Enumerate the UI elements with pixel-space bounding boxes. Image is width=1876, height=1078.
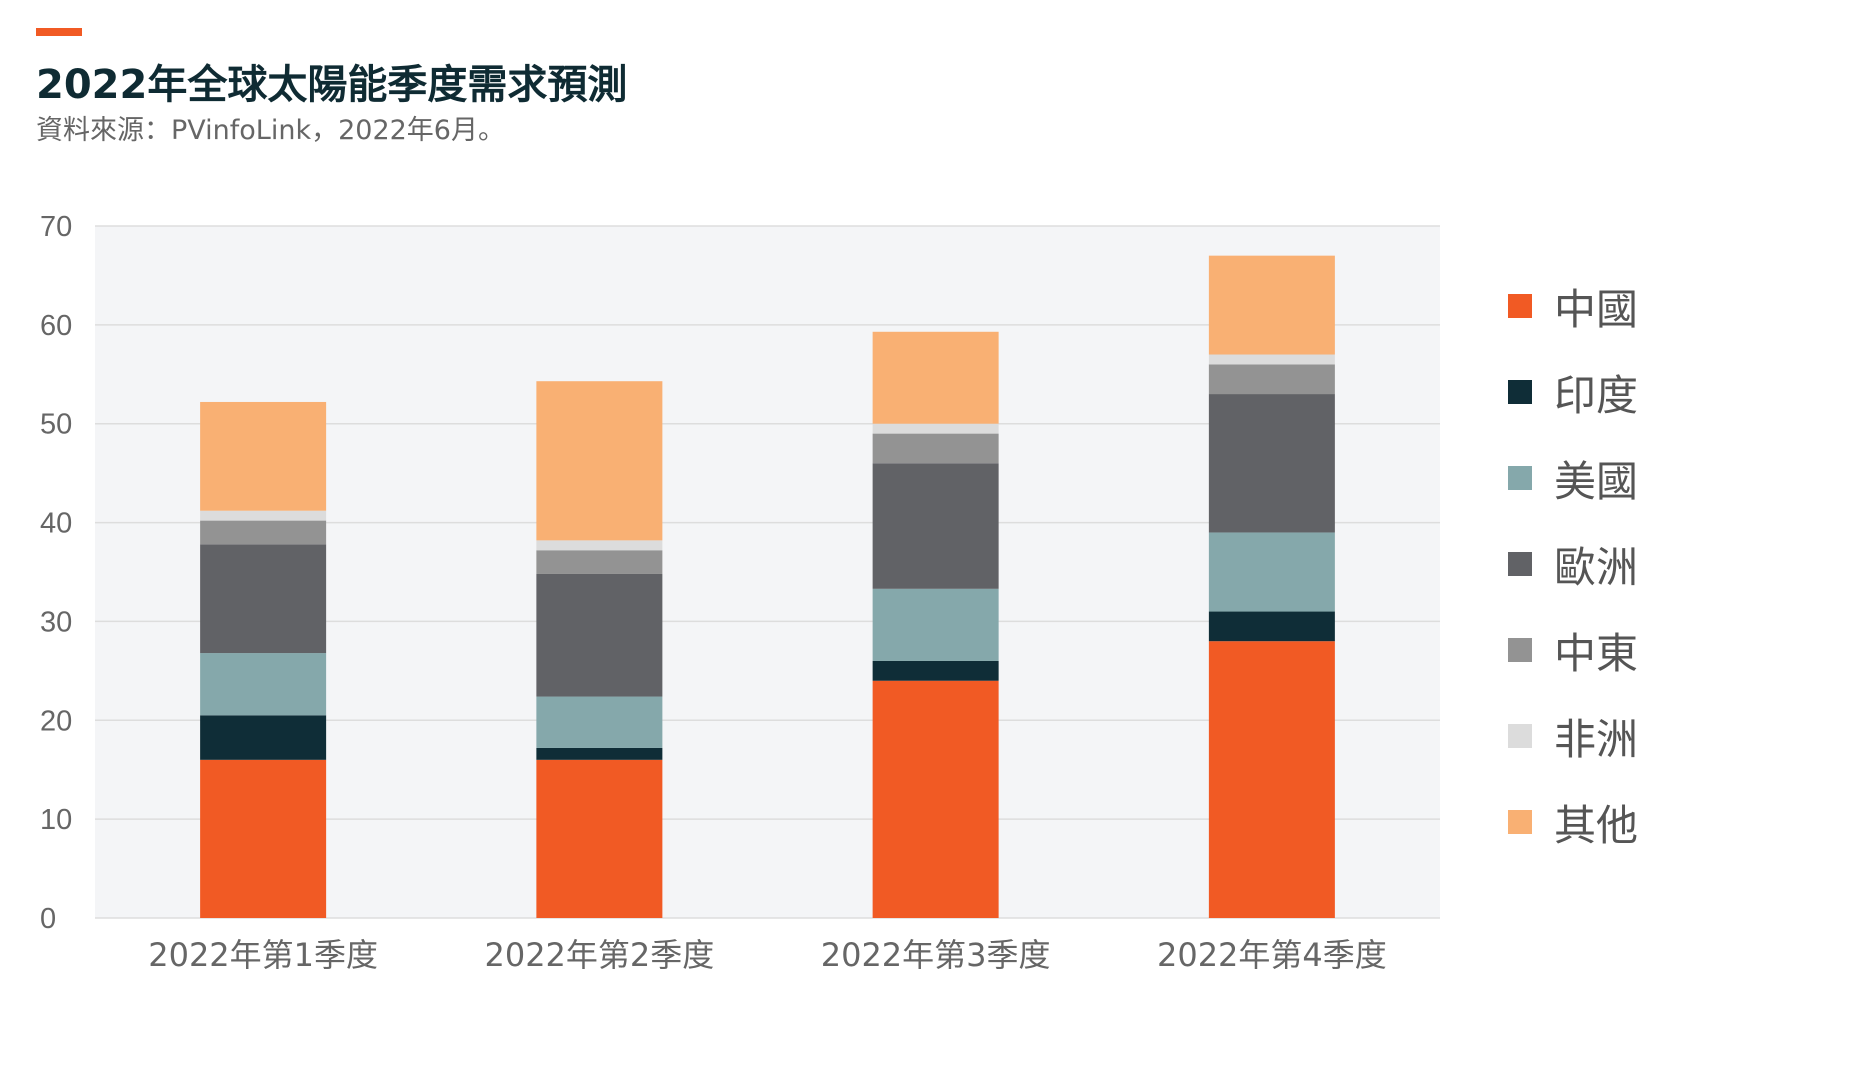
x-tick-label: 2022年第3季度	[821, 936, 1051, 974]
bar-segment	[200, 759, 327, 918]
legend-swatch	[1508, 810, 1532, 834]
legend-label: 中東	[1554, 628, 1639, 678]
bar-segment	[872, 331, 999, 424]
legend-label: 其他	[1554, 800, 1639, 850]
legend-item: 美國	[1508, 452, 1838, 506]
legend-item: 中國	[1508, 280, 1838, 334]
legend-label: 中國	[1554, 284, 1639, 334]
bar-segment	[536, 759, 663, 918]
bar-segment	[872, 588, 999, 661]
bar-segment	[536, 550, 663, 574]
y-tick-label: 30	[40, 606, 72, 638]
legend-swatch	[1508, 466, 1532, 490]
plot-area: 0 10 20 30 40 50 60 70 2022年第1季度 2022年第2季度 2022年第3…	[40, 211, 1440, 974]
bar-segment	[872, 463, 999, 589]
legend-swatch	[1508, 380, 1532, 404]
y-tick-label: 50	[40, 409, 72, 441]
legend-item: 印度	[1508, 366, 1838, 420]
bar-segment	[872, 433, 999, 464]
title-accent-bar	[36, 28, 82, 36]
legend-swatch	[1508, 638, 1532, 662]
legend-item: 非洲	[1508, 710, 1838, 764]
x-tick-label: 2022年第2季度	[484, 936, 714, 974]
bar-segment	[1208, 641, 1335, 918]
legend-item: 其他	[1508, 796, 1838, 850]
bar-segment	[1208, 532, 1335, 612]
bar-segment	[1208, 611, 1335, 642]
y-tick-label: 0	[40, 903, 56, 935]
bar-segment	[872, 680, 999, 918]
legend-swatch	[1508, 294, 1532, 318]
legend-swatch	[1508, 724, 1532, 748]
bar-segment	[536, 573, 663, 697]
x-tick-label: 2022年第1季度	[148, 936, 378, 974]
bar-segment	[200, 544, 327, 654]
bar-segment	[536, 540, 663, 551]
bar-segment	[536, 696, 663, 748]
bar-segment	[1208, 364, 1335, 395]
bar-segment	[1208, 354, 1335, 365]
y-tick-label: 20	[40, 705, 72, 737]
y-tick-label: 60	[40, 310, 72, 342]
y-tick-label: 70	[40, 211, 72, 243]
legend-label: 美國	[1554, 456, 1639, 506]
chart-title: 2022年全球太陽能季度需求預測	[36, 62, 628, 108]
bar-segment	[1208, 255, 1335, 355]
bar-segment	[872, 660, 999, 681]
chart-source-note: 資料來源：PVinfoLink，2022年6月。	[36, 115, 505, 146]
bar-segment	[200, 520, 327, 545]
bar-segment	[1208, 394, 1335, 533]
bar-segment	[536, 747, 663, 760]
legend-swatch	[1508, 552, 1532, 576]
bar-segment	[200, 715, 327, 760]
x-tick-label: 2022年第4季度	[1157, 936, 1387, 974]
bar-segment	[200, 401, 327, 511]
legend-label: 印度	[1554, 370, 1639, 420]
legend-label: 歐洲	[1554, 542, 1639, 592]
chart-legend: 中國印度美國歐洲中東非洲其他	[1508, 280, 1838, 882]
bar-segment	[872, 423, 999, 434]
legend-label: 非洲	[1554, 714, 1639, 764]
y-tick-label: 10	[40, 804, 72, 836]
y-tick-label: 40	[40, 508, 72, 540]
bar-segment	[200, 510, 327, 521]
bar-segment	[536, 381, 663, 541]
bar-segment	[200, 653, 327, 716]
legend-item: 歐洲	[1508, 538, 1838, 592]
legend-item: 中東	[1508, 624, 1838, 678]
